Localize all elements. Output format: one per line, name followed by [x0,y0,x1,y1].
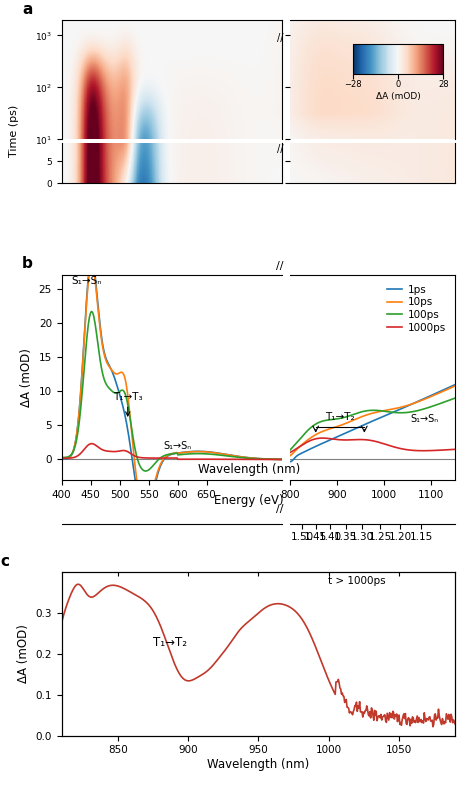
1000ps [270,455,276,464]
Text: //: // [276,261,283,271]
10ps [89,259,95,269]
1000ps [118,446,124,456]
Text: b: b [22,256,33,271]
1ps [142,509,147,518]
1000ps [89,439,95,448]
10ps [279,455,285,464]
Text: //: // [276,32,283,43]
100ps [59,452,64,462]
10ps [59,454,64,464]
X-axis label: Wavelength (nm): Wavelength (nm) [207,758,310,771]
Text: S₁→Sₙ: S₁→Sₙ [410,414,438,424]
1000ps [190,455,195,464]
100ps [277,455,283,464]
Text: Time (ps): Time (ps) [9,104,19,157]
Text: T₁→T₃: T₁→T₃ [113,392,143,416]
1000ps [277,455,283,464]
Text: a: a [22,2,32,17]
1ps [162,454,167,464]
Text: Energy (eV): Energy (eV) [214,494,283,507]
100ps [190,449,196,459]
Line: 1ps: 1ps [62,259,282,513]
1ps [271,455,277,464]
1000ps [59,453,64,463]
Text: S₁→Sₙ: S₁→Sₙ [72,276,102,286]
100ps [143,466,148,475]
10ps [162,453,167,463]
1ps [59,455,64,464]
Line: 1000ps: 1000ps [62,444,282,460]
Line: 10ps: 10ps [62,264,282,506]
100ps [177,450,183,460]
Text: //: // [276,145,283,154]
Text: //: // [276,505,283,514]
Text: T₁→T₂: T₁→T₂ [153,636,187,649]
Legend: 1ps, 10ps, 100ps, 1000ps: 1ps, 10ps, 100ps, 1000ps [383,281,450,337]
100ps [271,455,277,464]
Text: T₁→T₂: T₁→T₂ [325,412,355,422]
10ps [118,368,124,377]
1000ps [279,455,285,464]
10ps [190,447,196,456]
100ps [279,455,285,464]
1ps [277,455,283,464]
Text: S₁→Sₙ: S₁→Sₙ [164,441,191,451]
1ps [279,455,285,464]
10ps [177,448,183,458]
100ps [118,386,124,396]
10ps [277,455,283,464]
100ps [89,307,95,316]
1ps [190,447,196,456]
1000ps [177,455,182,464]
Text: c: c [0,554,9,569]
10ps [271,455,277,464]
100ps [162,451,167,460]
1ps [177,448,183,457]
1ps [89,255,95,264]
Y-axis label: ΔA (mOD): ΔA (mOD) [17,624,30,683]
Text: Wavelength (nm): Wavelength (nm) [198,463,300,475]
1ps [118,395,124,404]
Line: 100ps: 100ps [62,312,282,471]
Y-axis label: ΔA (mOD): ΔA (mOD) [20,348,33,407]
1000ps [161,453,167,463]
Text: t > 1000ps: t > 1000ps [328,577,385,586]
10ps [142,501,148,511]
